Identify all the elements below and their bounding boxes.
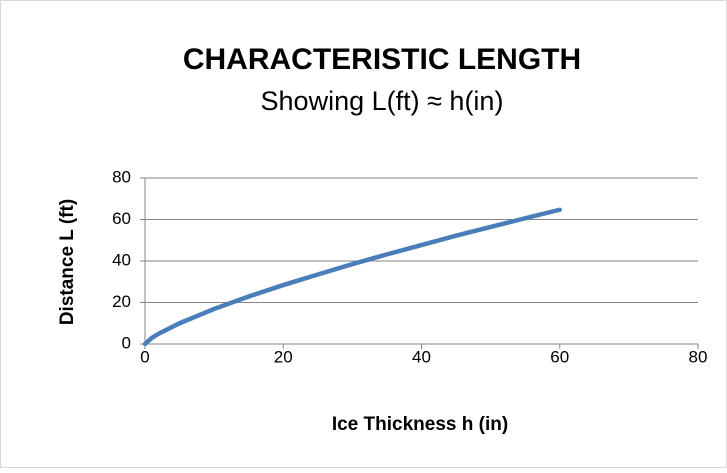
y-tick-label: 80 [112,167,131,186]
x-axis-label: Ice Thickness h (in) [332,414,508,435]
y-tick-label: 20 [112,292,131,311]
x-tick-label: 80 [689,347,708,366]
x-tick-label: 60 [550,347,569,366]
y-tick-label: 60 [112,209,131,228]
chart-title: CHARACTERISTIC LENGTH [183,43,581,76]
chart-subtitle: Showing L(ft) ≈ h(in) [261,86,504,116]
x-tick-label: 40 [412,347,431,366]
y-tick-label: 40 [112,250,131,269]
y-tick-label: 0 [122,333,131,352]
x-tick-label: 0 [140,347,149,366]
data-line [142,207,562,347]
x-tick-label: 20 [274,347,293,366]
y-axis-label: Distance L (ft) [57,199,78,325]
